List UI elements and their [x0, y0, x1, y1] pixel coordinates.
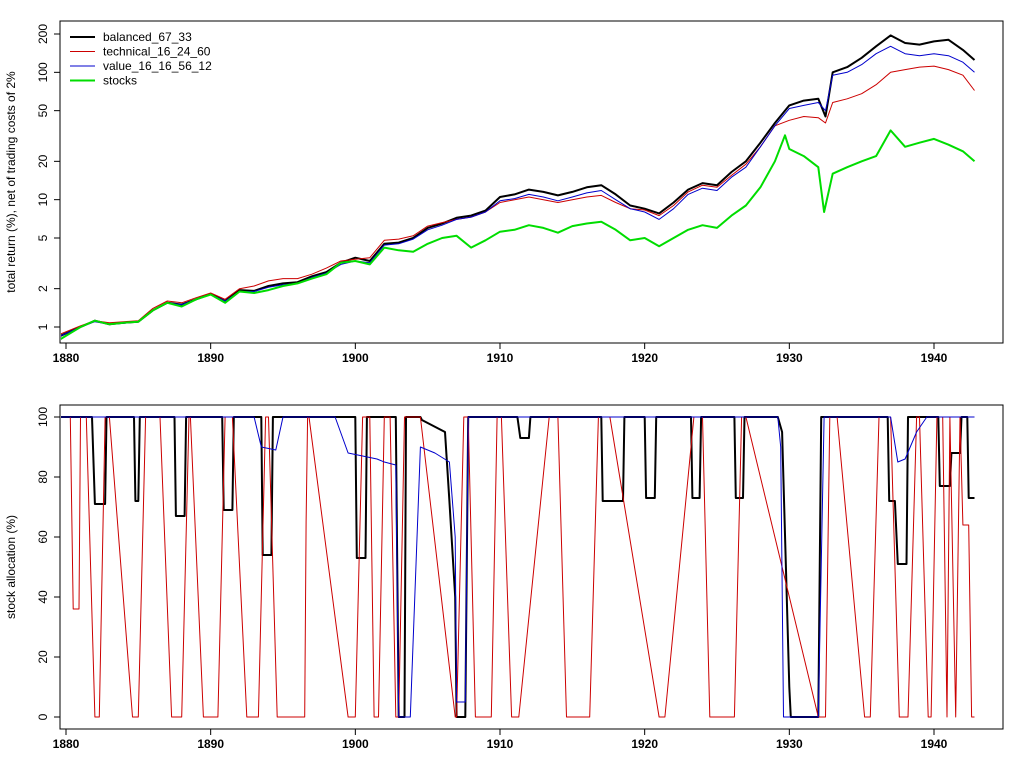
total-return-panel: 1880 1890 1900 1910 1920 1930 1940 1 2 5 10 20 50 100… [4, 20, 1004, 365]
legend-label: stocks [103, 74, 137, 88]
y-tick-label: 5 [36, 234, 50, 241]
y-tick-label: 10 [36, 193, 50, 207]
legend: balanced_67_33technical_16_24_60value_16… [70, 30, 212, 88]
series-line-1-0 [61, 416, 975, 718]
legend-label: technical_16_24_60 [103, 45, 211, 59]
y-axis-label: total return (%), net of trading costs o… [4, 71, 18, 293]
x-tick-label: 1910 [487, 351, 514, 365]
y-tick-label: 20 [36, 650, 50, 664]
y-tick-label: 0 [36, 713, 50, 720]
y-tick-label: 100 [36, 62, 50, 82]
y-axis-label: stock allocation (%) [4, 515, 18, 619]
y-tick-label: 50 [36, 104, 50, 118]
x-tick-label: 1940 [921, 737, 948, 751]
series-line-1-1 [61, 416, 975, 718]
x-tick-label: 1920 [631, 351, 658, 365]
stock-allocation-panel: 1880 1890 1900 1910 1920 1930 1940 0 20 40 60 80 100… [4, 404, 1004, 751]
y-tick-label: 2 [36, 285, 50, 292]
y-axis: 0 20 40 60 80 100 [36, 407, 61, 720]
x-tick-label: 1900 [342, 351, 369, 365]
x-axis: 1880 1890 1900 1910 1920 1930 1940 [53, 728, 948, 751]
x-axis: 1880 1890 1900 1910 1920 1930 1940 [53, 342, 948, 365]
x-tick-label: 1890 [197, 351, 224, 365]
x-tick-label: 1910 [487, 737, 514, 751]
legend-label: balanced_67_33 [103, 30, 192, 44]
y-tick-label: 20 [36, 154, 50, 168]
x-tick-label: 1900 [342, 737, 369, 751]
y-tick-label: 1 [36, 323, 50, 330]
y-tick-label: 80 [36, 470, 50, 484]
x-tick-label: 1920 [631, 737, 658, 751]
x-tick-label: 1940 [921, 351, 948, 365]
y-tick-label: 60 [36, 530, 50, 544]
series-line-1-2 [61, 416, 975, 718]
x-tick-label: 1880 [53, 351, 80, 365]
y-tick-label: 100 [36, 407, 50, 427]
y-tick-label: 40 [36, 590, 50, 604]
series-line-value-16-16-56-12 [61, 45, 975, 337]
series-line-balanced-67-33 [61, 34, 976, 337]
series-line-stocks [61, 129, 976, 340]
x-tick-label: 1930 [776, 351, 803, 365]
y-tick-label: 200 [36, 24, 50, 44]
legend-label: value_16_16_56_12 [103, 59, 212, 73]
y-axis: 1 2 5 10 20 50 100 200 [36, 24, 61, 330]
x-tick-label: 1890 [197, 737, 224, 751]
x-tick-label: 1880 [53, 737, 80, 751]
series-line-technical-16-24-60 [61, 65, 975, 335]
x-tick-label: 1930 [776, 737, 803, 751]
